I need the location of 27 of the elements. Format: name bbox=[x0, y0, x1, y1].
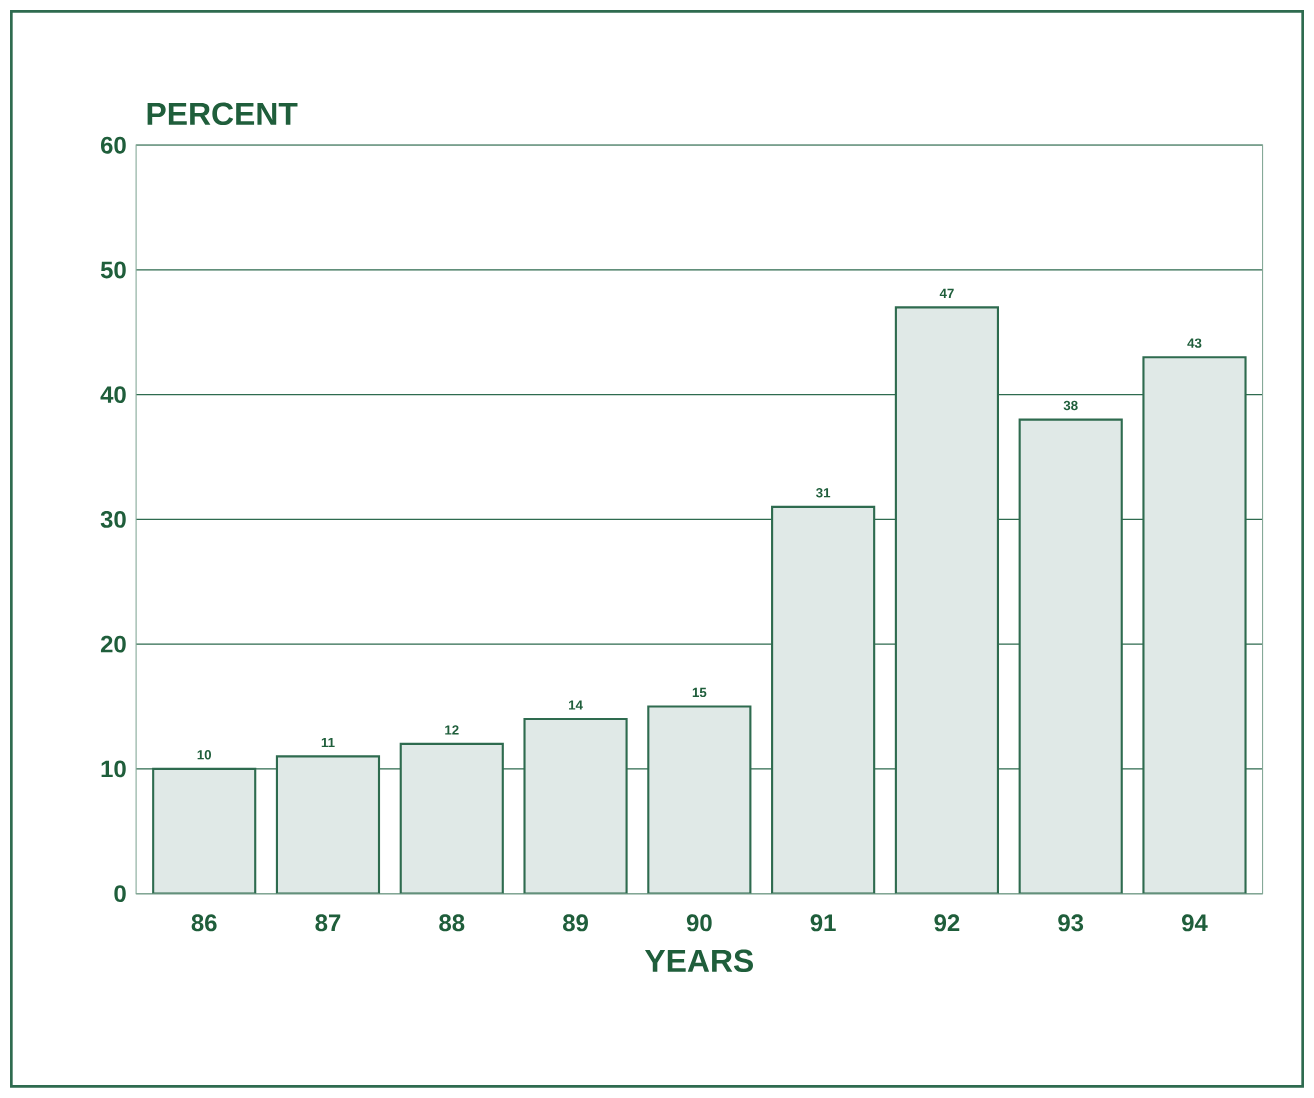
x-tick-label: 87 bbox=[315, 914, 341, 932]
bar bbox=[648, 706, 751, 894]
y-tick-label: 10 bbox=[101, 760, 126, 778]
y-tick-label: 40 bbox=[100, 386, 126, 404]
x-tick-label: 92 bbox=[934, 914, 960, 932]
bar bbox=[1142, 356, 1247, 894]
bar bbox=[524, 719, 627, 894]
x-tick-label: 89 bbox=[563, 914, 588, 932]
x-tick-label: 94 bbox=[1182, 914, 1208, 932]
x-tick-label: 90 bbox=[686, 914, 712, 932]
y-tick-label: 30 bbox=[100, 511, 126, 528]
y-axis-title: PERCENT bbox=[147, 102, 298, 126]
bar bbox=[895, 307, 998, 894]
y-tick-label: 60 bbox=[100, 136, 126, 154]
bar bbox=[153, 769, 256, 894]
bar bbox=[772, 507, 875, 894]
x-tick-label: 86 bbox=[191, 914, 217, 932]
x-tick-label: 88 bbox=[439, 914, 465, 932]
bar bbox=[1019, 419, 1122, 894]
bar bbox=[400, 744, 503, 894]
x-axis-title: YEARS bbox=[644, 949, 753, 973]
bar bbox=[276, 756, 379, 894]
y-tick-label: 0 bbox=[114, 885, 126, 903]
x-tick-label: 91 bbox=[810, 914, 836, 932]
y-tick-label: 20 bbox=[100, 635, 126, 653]
x-tick-label: 93 bbox=[1058, 914, 1084, 932]
y-tick-label: 50 bbox=[100, 261, 126, 279]
